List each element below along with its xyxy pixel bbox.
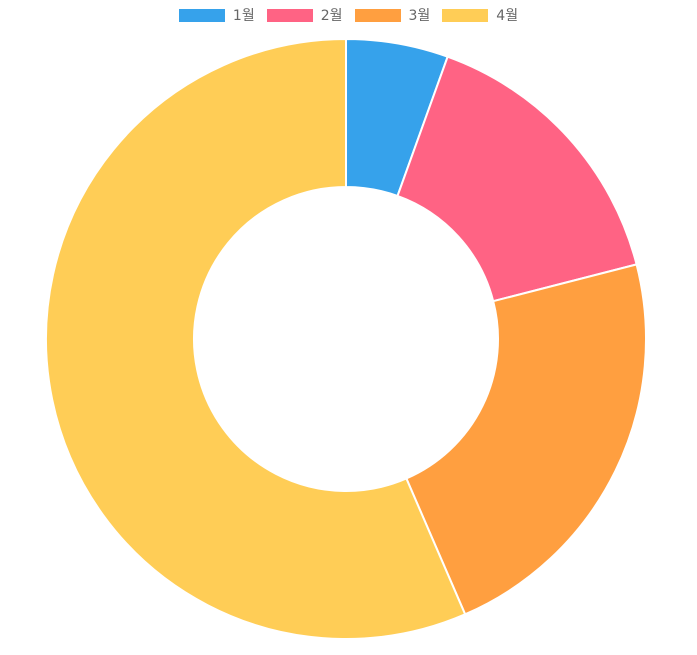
legend-label-2: 2월 [320, 8, 343, 24]
legend-item-2[interactable]: 2월 [266, 5, 343, 25]
legend-swatch-2 [266, 8, 313, 22]
donut-segment-2[interactable] [396, 55, 638, 303]
legend-item-4[interactable]: 4월 [442, 5, 518, 25]
legend-swatch-4 [442, 8, 489, 22]
legend-label-4: 4월 [496, 8, 519, 24]
legend-item-1[interactable]: 1월 [178, 5, 255, 25]
legend: 1월 2월 3월 4월 [0, 0, 697, 30]
legend-label-3: 3월 [408, 8, 431, 24]
legend-label-1: 1월 [232, 8, 255, 24]
legend-swatch-1 [178, 8, 225, 22]
legend-item-3[interactable]: 3월 [354, 5, 431, 25]
donut-segment-4[interactable] [45, 37, 467, 640]
donut-segment-3[interactable] [405, 263, 647, 616]
legend-swatch-3 [354, 8, 401, 22]
